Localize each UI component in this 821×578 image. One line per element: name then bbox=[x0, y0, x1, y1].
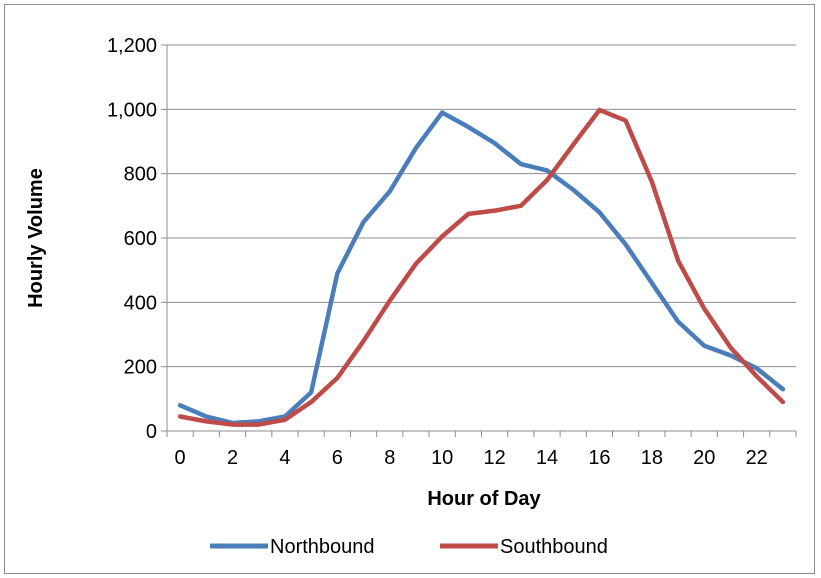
x-tick-label: 16 bbox=[588, 447, 610, 469]
x-tick-labels: 0 2 4 6 8 10 12 14 16 18 20 22 bbox=[175, 447, 768, 469]
y-axis-title: Hourly Volume bbox=[25, 168, 47, 308]
series-lines bbox=[180, 110, 783, 425]
x-tick-label: 22 bbox=[746, 447, 768, 469]
x-tick-label: 12 bbox=[483, 447, 505, 469]
x-tick-label: 4 bbox=[279, 447, 290, 469]
legend-label-southbound: Southbound bbox=[500, 536, 608, 558]
y-tick-label: 1,000 bbox=[107, 99, 157, 121]
x-tick-label: 10 bbox=[431, 447, 453, 469]
y-tick-label: 0 bbox=[146, 421, 157, 443]
y-tick-label: 800 bbox=[124, 164, 157, 186]
x-tick-label: 0 bbox=[175, 447, 186, 469]
gridlines bbox=[167, 45, 796, 367]
x-tick-label: 14 bbox=[536, 447, 558, 469]
x-tick-label: 2 bbox=[227, 447, 238, 469]
x-tick-label: 20 bbox=[693, 447, 715, 469]
series-line-northbound bbox=[180, 113, 783, 423]
y-tick-label: 1,200 bbox=[107, 35, 157, 57]
y-tick-label: 600 bbox=[124, 228, 157, 250]
axes bbox=[161, 45, 796, 437]
x-tick-label: 18 bbox=[641, 447, 663, 469]
y-tick-label: 200 bbox=[124, 357, 157, 379]
y-tick-label: 400 bbox=[124, 292, 157, 314]
y-tick-labels: 0 200 400 600 800 1,000 1,200 bbox=[107, 35, 157, 443]
x-axis-title: Hour of Day bbox=[427, 488, 541, 510]
x-tick-label: 8 bbox=[384, 447, 395, 469]
x-tick-label: 6 bbox=[332, 447, 343, 469]
series-line-southbound bbox=[180, 110, 783, 425]
legend-label-northbound: Northbound bbox=[270, 536, 375, 558]
legend: Northbound Southbound bbox=[210, 536, 608, 558]
